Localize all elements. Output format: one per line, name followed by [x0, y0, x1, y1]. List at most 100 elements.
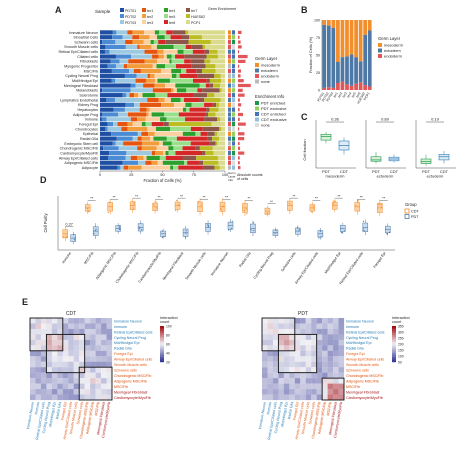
panel-a-category-label: Radial Glia — [80, 137, 99, 141]
panel-a-stack-segment — [100, 49, 105, 54]
panel-b-bar-segment — [349, 85, 354, 90]
panel-d-sig-label: ** — [180, 194, 183, 198]
panel-b-bar-segment — [331, 20, 336, 28]
panel-c-pdt-box — [420, 158, 432, 164]
pdt-heatmap-cell — [327, 350, 334, 357]
pdt-heatmap-cell — [300, 383, 306, 390]
panel-a-stack-segment — [219, 165, 225, 170]
pdt-heatmap-cell — [333, 328, 339, 335]
pdt-heatmap-cell — [305, 323, 312, 330]
cdt-heatmap-cell — [73, 345, 80, 351]
pdt-heatmap-cell — [333, 367, 339, 373]
cdt-heatmap-cell — [68, 318, 74, 324]
cdt-heatmap-cell — [68, 383, 74, 390]
panel-a-stack-segment — [113, 122, 118, 127]
pdt-heatmap-cell — [311, 383, 317, 390]
cdt-heatmap-cell — [95, 389, 102, 395]
cdt-heatmap-cell — [84, 323, 91, 330]
panel-a-stack-segment — [202, 150, 206, 156]
panel-d-cdt-point — [86, 207, 89, 210]
panel-d-sig-label: ** — [90, 197, 93, 201]
pdt-heatmap-cell — [316, 389, 323, 395]
panel-a-stack-segment — [144, 59, 158, 64]
enrichment-cell — [232, 64, 235, 69]
panel-d-cdt-point — [266, 212, 269, 214]
panel-d-cdt-point — [197, 201, 199, 203]
pdt-heatmap-cell — [283, 318, 290, 324]
panel-a-stack-segment — [100, 146, 104, 151]
pdt-heatmap-cell — [267, 328, 274, 335]
abs-count-bar — [238, 122, 246, 126]
pdt-heatmap-cell — [338, 394, 345, 401]
panel-d-sig-label: ** — [158, 195, 161, 199]
pdt-heatmap-cell — [316, 318, 323, 324]
panel-b-bar-segment — [326, 25, 331, 88]
cdt-heatmap-cell — [79, 339, 85, 346]
panel-a-stack-segment — [207, 131, 215, 136]
cdt-heatmap-cell — [101, 356, 107, 362]
cdt-col-label: Smooth Muscle cells — [69, 401, 79, 434]
cdt-heatmap-cell — [46, 328, 52, 335]
panel-a-stack-segment — [202, 165, 215, 170]
panel-a-stack-segment — [117, 112, 128, 117]
panel-a-stack-segment — [157, 59, 170, 64]
panel-d-pdt-point — [344, 230, 346, 232]
abs-count-bar — [238, 137, 245, 141]
panel-a-stack-segment — [204, 59, 211, 64]
cdt-heatmap-cell — [35, 361, 42, 368]
panel-a-category-label: Kidney Prog — [78, 103, 98, 107]
cdt-heatmap-cell — [40, 350, 47, 357]
panel-a-x-tick-label: 0 — [99, 173, 101, 177]
cdt-heatmap-cell — [95, 328, 102, 335]
cdt-heatmap-cell — [57, 339, 63, 346]
panel-a-stack-segment — [219, 88, 222, 93]
cdt-heatmap-cell — [84, 328, 91, 335]
cdt-heatmap-cell — [62, 372, 69, 379]
cdt-row-label: Immature Neuron — [114, 319, 142, 323]
cdt-legend-gradient — [160, 360, 164, 363]
pdt-heatmap-cell — [327, 318, 334, 324]
panel-a-stack-segment — [193, 78, 207, 83]
cdt-col-label: Schwann cells — [76, 401, 84, 425]
pdt-heatmap-cell — [311, 345, 317, 351]
panel-d-cdt-point — [246, 213, 248, 215]
cdt-heatmap-cell — [84, 367, 91, 373]
panel-d-pdt-point — [207, 224, 209, 226]
panel-a-category-label: Lymphatics Endothelial — [60, 98, 98, 102]
panel-a-stack-segment — [149, 107, 183, 112]
panel-a-stack-segment — [100, 59, 111, 64]
panel-a-stack-segment — [171, 54, 176, 59]
pdt-heatmap-cell — [272, 356, 279, 362]
pdt-heatmap-cell — [283, 378, 290, 384]
panel-d-cdt-point — [265, 213, 267, 215]
cdt-heatmap-cell — [90, 323, 96, 330]
cdt-heatmap-cell — [106, 339, 113, 346]
pdt-heatmap-cell — [267, 323, 274, 330]
cdt-legend-gradient — [160, 327, 164, 330]
pdt-heatmap-cell — [316, 334, 323, 340]
panel-a-stack-segment — [169, 78, 194, 83]
pdt-col-label: Adipogenic MSC/Fib — [317, 401, 327, 434]
enrichment-cell — [232, 155, 235, 161]
abs-count-bar — [238, 50, 240, 54]
panel-a-stack-segment — [169, 59, 172, 64]
cdt-row-label: Immune — [114, 325, 127, 329]
panel-a-stack-segment — [215, 112, 225, 117]
cdt-legend-title: count — [160, 320, 170, 324]
panel-d-cdt-point — [133, 203, 135, 205]
panel-a-stack-segment — [141, 165, 171, 170]
abs-count-bar — [238, 108, 240, 112]
cdt-heatmap-cell — [90, 383, 96, 390]
enrichment-cell — [232, 150, 235, 156]
sample-legend-label: PDT03 — [125, 21, 136, 25]
panel-a-stack-segment — [117, 165, 121, 170]
cdt-heatmap-cell — [68, 345, 74, 351]
cdt-heatmap-cell — [73, 350, 80, 357]
cdt-heatmap-cell — [30, 394, 36, 401]
pdt-heatmap-cell — [289, 389, 295, 395]
pdt-heatmap-cell — [338, 345, 345, 351]
panel-a-stack-segment — [100, 131, 112, 136]
enrichment-cell — [232, 136, 235, 141]
pdt-heatmap-cell — [283, 339, 290, 346]
enrichment-cell — [232, 35, 235, 40]
